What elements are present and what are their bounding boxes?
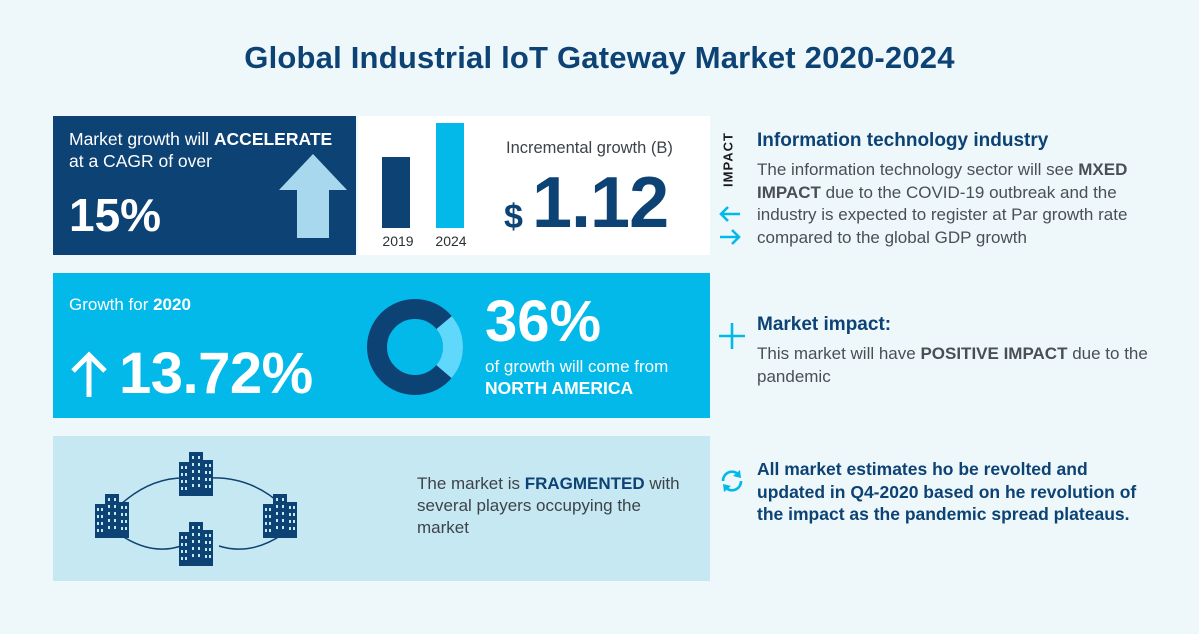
right-arrow-icon: [720, 229, 741, 245]
building-icon: [95, 494, 129, 538]
fragmented-panel: The market is FRAGMENTED with several pl…: [53, 436, 710, 581]
bar-label-2019: 2019: [382, 233, 414, 249]
cagr-value: 15%: [69, 189, 162, 241]
growth-panel: Growth for 2020 13.72% 36% of growth wil…: [53, 273, 710, 418]
building-icon: [263, 494, 297, 538]
cagr-description: Market growth will ACCELERATE at a CAGR …: [69, 129, 333, 171]
left-arrow-icon: [719, 206, 740, 222]
donut-segment-north-america: [435, 316, 463, 379]
share-text: of growth will come from: [485, 357, 669, 376]
building-icon: [179, 452, 213, 496]
building-icon: [179, 522, 213, 566]
it-industry-title: Information technology industry: [757, 130, 1049, 151]
incremental-value: 1.12: [532, 163, 669, 243]
growth-value: 13.72%: [119, 341, 313, 406]
donut-chart: [367, 299, 463, 395]
share-region: NORTH AMERICA: [485, 378, 634, 398]
estimates-note: All market estimates ho be revolted and …: [757, 459, 1137, 524]
it-industry-body: The information technology sector will s…: [757, 160, 1128, 247]
up-arrow-icon: [279, 154, 347, 238]
plus-icon: [719, 323, 745, 349]
building-network-illustration: [95, 452, 297, 566]
share-value: 36%: [485, 289, 602, 354]
refresh-icon: [721, 470, 743, 492]
bar-2019: [382, 157, 410, 228]
impact-vertical-label: IMPACT: [720, 132, 736, 187]
fragmented-text: The market is FRAGMENTED with several pl…: [417, 474, 680, 537]
market-impact-title: Market impact:: [757, 314, 892, 335]
currency-symbol: $: [504, 198, 523, 236]
incremental-growth-panel: 2019 2024 Incremental growth (B) $ 1.12: [358, 116, 710, 255]
up-arrow-icon: [71, 351, 107, 397]
growth-label: Growth for 2020: [69, 295, 191, 314]
page-title: Global Industrial loT Gateway Market 202…: [244, 40, 955, 75]
bar-label-2024: 2024: [435, 233, 467, 249]
cagr-panel: Market growth will ACCELERATE at a CAGR …: [53, 116, 356, 255]
incremental-label: Incremental growth (B): [506, 139, 673, 157]
bar-2024: [436, 123, 464, 228]
market-impact-body: This market will have POSITIVE IMPACT du…: [757, 344, 1148, 386]
